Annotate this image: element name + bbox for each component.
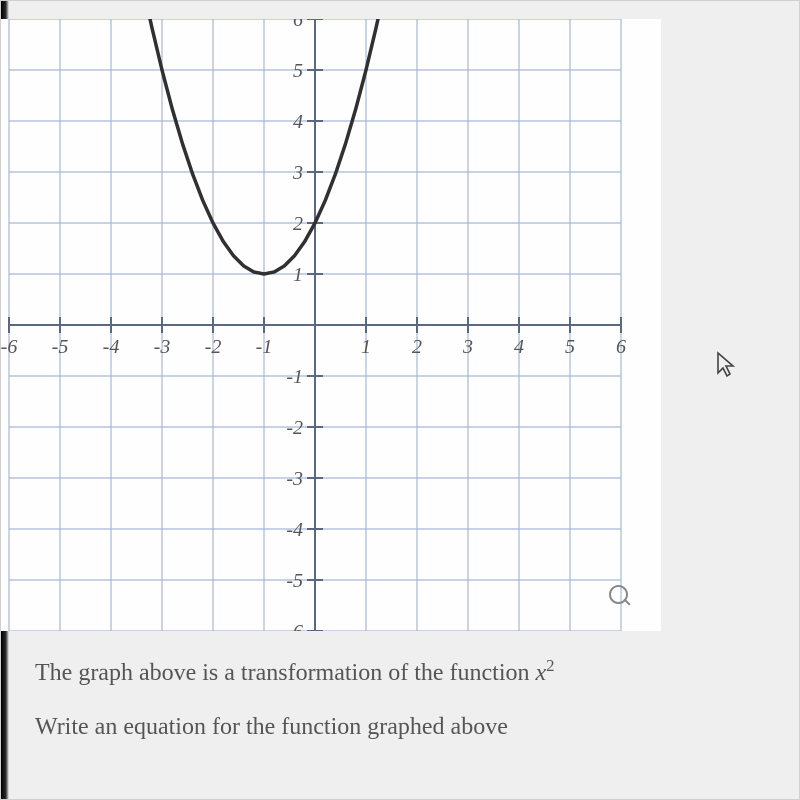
variable-x: x [536, 660, 547, 686]
svg-text:-2: -2 [286, 417, 303, 439]
graph-area: -6 -5 -4 -3 -2 -1 1 2 3 4 5 6 6 5 4 3 2 1 -1 -2 -3 -4 -5 -6 [1, 19, 661, 631]
svg-text:-4: -4 [286, 519, 303, 541]
svg-text:-2: -2 [205, 336, 222, 358]
svg-text:3: 3 [462, 336, 473, 358]
svg-text:-3: -3 [286, 468, 303, 490]
svg-text:-5: -5 [52, 336, 69, 358]
svg-text:6: 6 [616, 336, 626, 358]
svg-text:2: 2 [293, 213, 303, 235]
svg-text:4: 4 [514, 336, 524, 358]
svg-text:-1: -1 [256, 336, 273, 358]
caption-text-1: The graph above is a transformation of t… [35, 660, 536, 686]
caption-line-2: Write an equation for the function graph… [35, 709, 799, 745]
exponent-2: 2 [546, 656, 554, 675]
svg-text:1: 1 [293, 264, 303, 286]
svg-text:1: 1 [361, 336, 371, 358]
zoom-icon[interactable] [609, 585, 631, 607]
svg-text:-4: -4 [103, 336, 120, 358]
page-container: -6 -5 -4 -3 -2 -1 1 2 3 4 5 6 6 5 4 3 2 1 -1 -2 -3 -4 -5 -6 The… [0, 0, 800, 800]
graph-svg: -6 -5 -4 -3 -2 -1 1 2 3 4 5 6 6 5 4 3 2 1 -1 -2 -3 -4 -5 -6 [1, 19, 661, 631]
svg-text:-3: -3 [154, 336, 171, 358]
svg-text:2: 2 [412, 336, 422, 358]
svg-text:-6: -6 [286, 621, 303, 631]
svg-text:5: 5 [293, 60, 303, 82]
cursor-icon [715, 351, 739, 386]
caption-line-1: The graph above is a transformation of t… [35, 653, 799, 691]
svg-text:-5: -5 [286, 570, 303, 592]
svg-text:-1: -1 [286, 366, 303, 388]
svg-text:4: 4 [293, 111, 303, 133]
svg-text:-6: -6 [1, 336, 17, 358]
caption-block: The graph above is a transformation of t… [35, 653, 799, 745]
svg-text:3: 3 [292, 162, 303, 184]
svg-text:6: 6 [293, 19, 303, 31]
svg-text:5: 5 [565, 336, 575, 358]
